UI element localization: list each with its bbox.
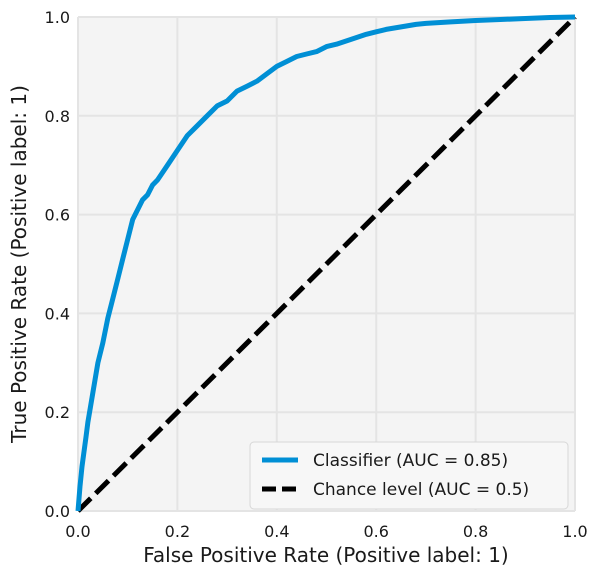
x-tick-label: 0.2 xyxy=(165,522,190,541)
x-tick-label: 0.8 xyxy=(463,522,488,541)
x-tick-label: 0.4 xyxy=(264,522,289,541)
legend: Classifier (AUC = 0.85) Chance level (AU… xyxy=(249,441,569,510)
x-tick-label: 0.6 xyxy=(363,522,388,541)
x-tick-label: 1.0 xyxy=(562,522,587,541)
x-tick-label: 0.0 xyxy=(65,522,90,541)
y-tick-label: 0.0 xyxy=(45,502,70,521)
y-tick-label: 0.4 xyxy=(45,304,70,323)
classifier-roc-curve xyxy=(75,14,576,512)
y-tick-label: 0.2 xyxy=(45,403,70,422)
y-tick-label: 0.6 xyxy=(45,206,70,225)
series-layer xyxy=(75,14,577,513)
legend-label-chance: Chance level (AUC = 0.5) xyxy=(313,480,529,500)
y-axis-label: True Positive Rate (Positive label: 1) xyxy=(7,85,31,444)
y-axis-ticks: 0.0 0.2 0.4 0.6 0.8 1.0 xyxy=(45,8,70,521)
y-tick-label: 0.8 xyxy=(45,107,70,126)
x-axis-ticks: 0.0 0.2 0.4 0.6 0.8 1.0 xyxy=(65,522,587,541)
chance-level-line xyxy=(76,15,577,513)
legend-box xyxy=(249,441,569,510)
legend-label-classifier: Classifier (AUC = 0.85) xyxy=(313,451,508,471)
y-tick-label: 1.0 xyxy=(45,8,70,27)
x-axis-label: False Positive Rate (Positive label: 1) xyxy=(143,543,509,567)
grid xyxy=(77,16,576,512)
